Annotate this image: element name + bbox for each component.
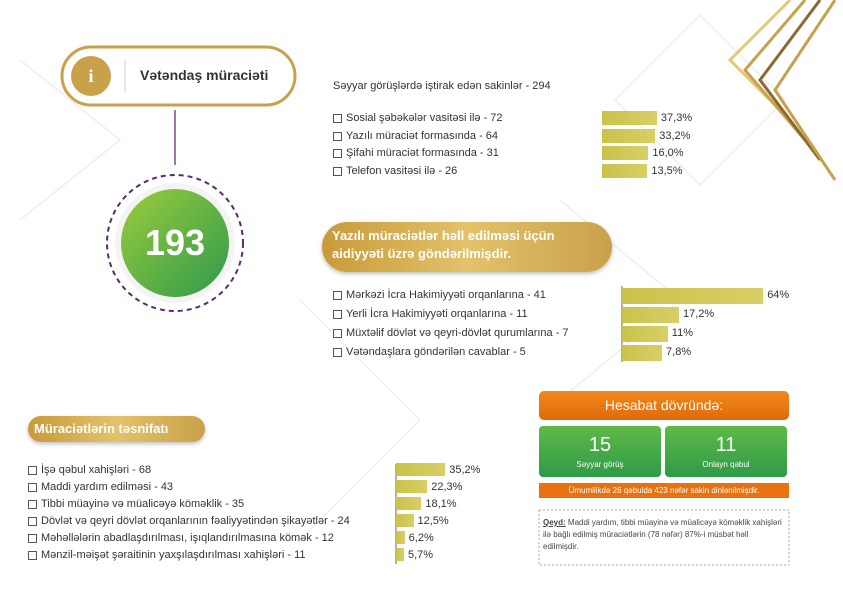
report-box-value: 15: [588, 434, 612, 456]
item-label: İşə qəbul xahişləri - 68: [28, 464, 151, 476]
item-label: Məhəllələrin abadlaşdırılması, işıqlandı…: [28, 532, 334, 544]
item-label: Yazılı müraciət formasında - 64: [333, 130, 498, 142]
bar: [622, 288, 764, 304]
bar: [396, 497, 422, 510]
bar: [396, 531, 405, 544]
report-box: [539, 426, 661, 477]
value-label: 64%: [767, 289, 790, 301]
item-label: Mərkəzi İcra Hakimiyyəti orqanlarına - 4…: [333, 289, 546, 301]
visits-title: Səyyar görüşlərdə iştirak edən sakinlər …: [333, 80, 551, 92]
bar: [602, 128, 656, 143]
written-title: Yazılı müraciətlər həll edilməsi üçün ai…: [322, 222, 612, 272]
report-title: Hesabat dövründə:: [539, 391, 789, 420]
total: 193: [144, 222, 206, 263]
bar: [602, 163, 648, 178]
value-label: 6,2%: [408, 532, 434, 544]
item-label: Telefon vasitəsi ilə - 26: [333, 165, 457, 177]
value-label: 7,8%: [666, 346, 692, 358]
bar: [396, 548, 404, 561]
bar: [396, 480, 428, 493]
value-label: 22,3%: [431, 481, 463, 493]
note-label: Qeyd:: [543, 518, 566, 527]
value-label: 16,0%: [652, 147, 684, 159]
item-label: Sosial şəbəkələr vasitəsi ilə - 72: [333, 112, 503, 124]
report-note: Qeyd: Maddi yardım, tibbi müayinə və müa…: [543, 517, 785, 553]
report-summary: Ümumilikdə 26 qəbulda 423 nəfər sakin di…: [539, 483, 789, 498]
report-box-value: 11: [715, 434, 737, 456]
value-label: 11%: [671, 327, 693, 339]
bar: [622, 345, 663, 361]
item-label: Vətəndaşlara göndərilən cavablar - 5: [333, 346, 526, 358]
classification-title: Müraciətlərin təsnifatı: [28, 416, 205, 442]
report-box-label: Onlayn qəbul: [702, 460, 750, 469]
value-label: 37,3%: [660, 112, 693, 124]
bar: [622, 307, 679, 323]
value-label: 12,5%: [417, 515, 449, 527]
report-box-label: Səyyar görüş: [576, 460, 624, 469]
value-label: 33,2%: [659, 129, 691, 142]
bar: [396, 514, 414, 527]
svg-text:i: i: [88, 66, 93, 86]
value-label: 13,5%: [651, 164, 683, 177]
value-label: 18,1%: [425, 498, 457, 510]
bar: [602, 111, 657, 125]
item-label: Maddi yardım edilməsi - 43: [28, 481, 173, 493]
item-label: Dövlət və qeyri dövlət orqanlarının fəal…: [28, 515, 350, 527]
item-label: Şifahi müraciət formasında - 31: [333, 147, 499, 159]
header-title: Vətəndaş müraciəti: [140, 67, 269, 83]
bar: [602, 146, 649, 160]
note-text: Maddi yardım, tibbi müayinə və müalicəyə…: [543, 518, 782, 551]
report-box: [665, 426, 787, 477]
item-label: Müxtəlif dövlət və qeyri-dövlət qurumlar…: [333, 327, 569, 339]
item-label: Yerli İcra Hakimiyyəti orqanlarına - 11: [333, 308, 528, 320]
value-label: 35,2%: [449, 464, 481, 476]
item-label: Tibbi müayinə və müalicəyə köməklik - 35: [28, 498, 244, 510]
value-label: 5,7%: [407, 549, 434, 561]
bar: [396, 463, 446, 476]
value-label: 17,2%: [682, 308, 715, 320]
bar: [622, 326, 668, 342]
item-label: Mənzil-məişət şəraitinin yaxşılaşdırılma…: [28, 549, 306, 561]
